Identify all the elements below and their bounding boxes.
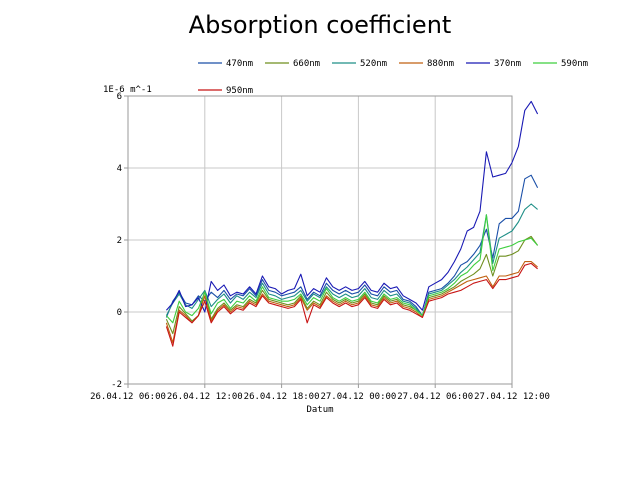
x-axis-label: Datum [306,405,333,415]
legend: 470nm 660nm 520nm 880nm 370nm 590nm 950nm [198,59,588,96]
series-line-520nm [165,203,538,317]
legend-label-520nm: 520nm [360,59,387,69]
series-line-880nm [165,261,538,344]
series-line-470nm [165,174,539,318]
x-tick-label: 27.04.12 00:00 [320,392,396,402]
legend-label-660nm: 660nm [293,59,320,69]
plot-area: -2 0 2 4 6 26.04.12 06:00 26.04.12 12:00 26.04.… [90,92,550,402]
x-tick-label: 26.04.12 06:00 [90,392,166,402]
series-line-590nm [165,214,539,324]
chart-title: Absorption coefficient [189,11,452,39]
series-line-370nm [165,100,539,313]
legend-label-590nm: 590nm [561,59,588,69]
y-axis-label: 1E-6 m^-1 [103,85,152,95]
x-tick-label: 27.04.12 12:00 [474,392,550,402]
y-tick-label: 4 [117,164,122,174]
x-tick-label: 26.04.12 18:00 [244,392,320,402]
x-tick-label: 27.04.12 06:00 [397,392,473,402]
x-tick-label: 26.04.12 12:00 [167,392,243,402]
legend-label-370nm: 370nm [494,59,521,69]
y-tick-label: 6 [117,92,122,102]
series-line-950nm [165,262,538,347]
plot-frame [127,95,513,385]
y-tick-label: 2 [117,236,122,246]
legend-label-950nm: 950nm [226,86,253,96]
series-line-660nm [165,235,539,335]
y-tick-label: 0 [117,308,122,318]
legend-label-470nm: 470nm [226,59,253,69]
legend-label-880nm: 880nm [427,59,454,69]
y-tick-label: -2 [111,380,122,390]
